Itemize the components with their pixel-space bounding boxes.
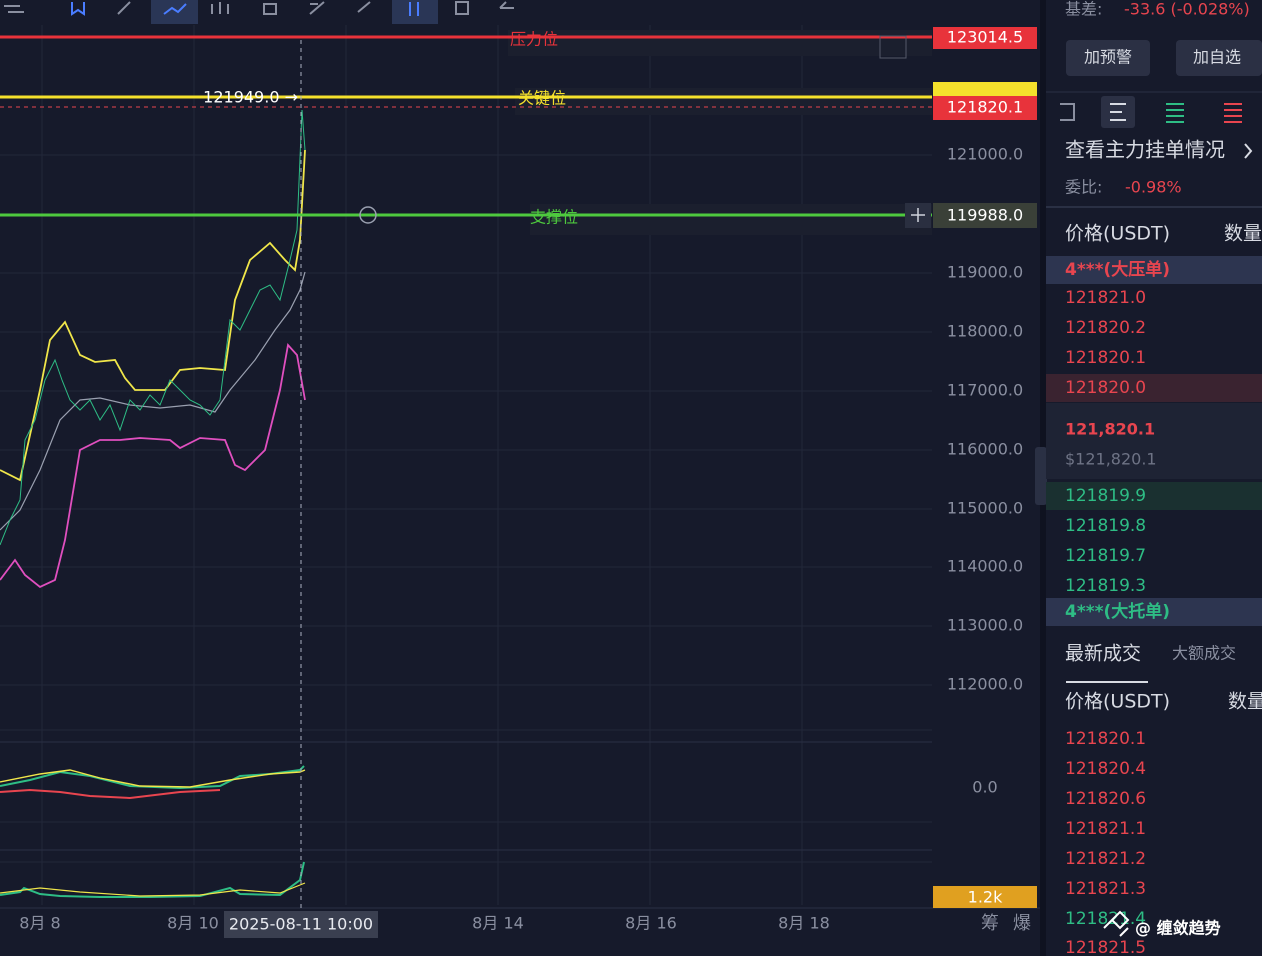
price-tag-label: 121820.1 [947,98,1023,117]
price-tag-label: 119988.0 [947,206,1023,225]
level-shade [508,30,932,56]
plus-icon [911,208,925,222]
price-tag [933,27,1037,49]
grid [0,25,1040,909]
crosshair-point [359,206,377,224]
ask-price: 121820.1 [1065,348,1146,368]
tab[interactable]: 大额成交 [1172,644,1236,663]
ask-price: 121820.0 [1065,378,1146,398]
chevron [1244,143,1253,159]
time-axis-label: 8月 10 [167,914,219,933]
bid-price: 121819.9 [1065,486,1146,506]
tool-active[interactable] [392,0,438,24]
volume-tag [933,886,1037,908]
watermark: @ 缠敛趋势 [1135,919,1221,938]
view-icons[interactable] [1060,103,1242,123]
macd-axis-label: 0.0 [972,778,997,797]
tab-active[interactable]: 最新成交 [1065,643,1141,665]
crosshair-time: 2025-08-11 10:00 [229,915,373,934]
price-axis-label: 113000.0 [947,616,1023,635]
price-tag [933,82,1037,96]
bid-price: 121819.8 [1065,516,1146,536]
crosshair-time-box [224,911,378,938]
level-shade [530,204,932,235]
price-axis-label: 121000.0 [947,145,1023,164]
time-axis-label: 8月 8 [19,914,60,933]
side-tab[interactable]: 爆 [1013,913,1031,934]
time-axis-label: 8月 18 [778,914,830,933]
price-tag [933,96,1037,120]
level-shade [515,88,932,115]
tool-active[interactable] [151,0,198,24]
button[interactable] [1176,40,1262,76]
panel-toggle[interactable] [1035,447,1047,505]
price-tag [933,203,1037,228]
level-label: 压力位 [510,30,558,49]
price-axis-label: 115000.0 [947,499,1023,518]
trade-price: 121821.5 [1065,938,1146,956]
last-price-usd: $121,820.1 [1065,450,1157,469]
toolbar [4,0,514,24]
column-header: 价格(USDT) [1065,691,1170,713]
price-axis-label: 112000.0 [947,675,1023,694]
trade-price: 121820.6 [1065,789,1146,809]
bid-price: 121819.7 [1065,546,1146,566]
ask-price: 121821.0 [1065,288,1146,308]
button-label[interactable]: 加自选 [1193,48,1241,67]
expand-icon[interactable] [879,35,907,59]
price-axis-label: 118000.0 [947,322,1023,341]
ratio-label: 委比: [1065,178,1102,197]
ask-price: 121820.2 [1065,318,1146,338]
price-tag-label: 123014.5 [947,28,1023,47]
column-header: 价格(USDT) [1065,223,1170,245]
last-price-box [1046,403,1262,479]
trade-price: 121821.4 [1065,909,1146,929]
column-header: 数量 [1224,223,1262,245]
trade-price: 121821.3 [1065,879,1146,899]
trade-price: 121820.4 [1065,759,1146,779]
big-ask: 4***(大压单) [1065,259,1170,280]
trade-price: 121821.1 [1065,819,1146,839]
bid-price: 121819.3 [1065,576,1146,596]
time-axis-label: 8月 16 [625,914,677,933]
order-link[interactable]: 查看主力挂单情况 [1065,138,1225,162]
level-label: 关键位 [518,89,566,108]
column-header: 数量 [1228,691,1262,713]
basis-label: 基差: [1065,0,1102,19]
indicators [0,109,306,898]
side-tab[interactable]: 筹 [981,913,999,934]
price-axis-label: 117000.0 [947,381,1023,400]
trade-price: 121821.2 [1065,849,1146,869]
high-marker: 121949.0 → [203,88,298,107]
last-price: 121,820.1 [1065,420,1155,439]
level-label: 支撑位 [530,208,578,227]
time-axis-label: 8月 14 [472,914,524,933]
price-axis-label: 114000.0 [947,557,1023,576]
row-highlight [1046,482,1262,510]
basis-value: -33.6 (-0.028%) [1124,0,1250,19]
button-label[interactable]: 加预警 [1084,48,1132,67]
ratio-value: -0.98% [1125,178,1182,197]
volume-axis-label: 1.2k [968,888,1003,907]
price-axis-label: 116000.0 [947,440,1023,459]
button[interactable] [1066,40,1150,76]
big-bid: 4***(大托单) [1065,601,1170,622]
row-highlight [1046,374,1262,402]
price-axis-label: 119000.0 [947,263,1023,282]
big-order-row [1046,256,1262,284]
trade-price: 121820.1 [1065,729,1146,749]
watermark-logo [1103,910,1130,937]
big-order-row [1046,598,1262,626]
